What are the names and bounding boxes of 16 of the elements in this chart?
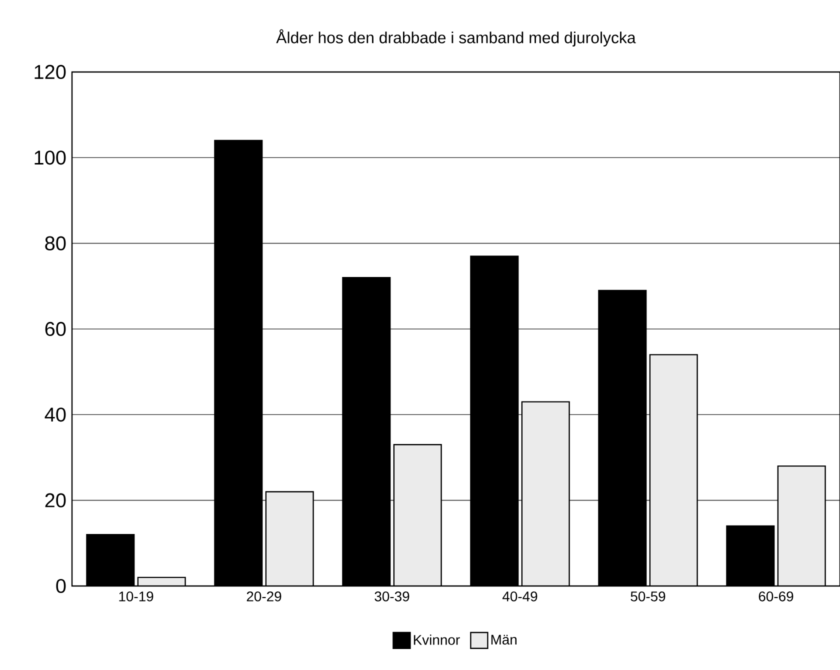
- y-tick-label: 40: [44, 408, 66, 422]
- y-tick-label: 20: [45, 493, 66, 508]
- x-tick-label: 50-59: [630, 591, 666, 602]
- x-tick-label: 10-19: [119, 591, 154, 602]
- legend-label: Män: [491, 634, 517, 645]
- y-tick-label: 100: [34, 150, 66, 165]
- y-tick-label: 60: [45, 322, 66, 336]
- y-tick-label: 0: [56, 578, 66, 594]
- x-tick-label: 20-29: [246, 591, 282, 602]
- y-tick-label: 120: [34, 64, 66, 80]
- legend-label: Kvinnor: [414, 634, 460, 645]
- x-tick-label: 40-49: [502, 591, 538, 602]
- chart-title: Ålder hos den drabbade i samband med djurolycka: [276, 29, 636, 46]
- y-tick-label: 80: [45, 236, 66, 250]
- x-tick-label: 30-39: [374, 591, 410, 602]
- x-tick-label: 60-69: [758, 591, 794, 602]
